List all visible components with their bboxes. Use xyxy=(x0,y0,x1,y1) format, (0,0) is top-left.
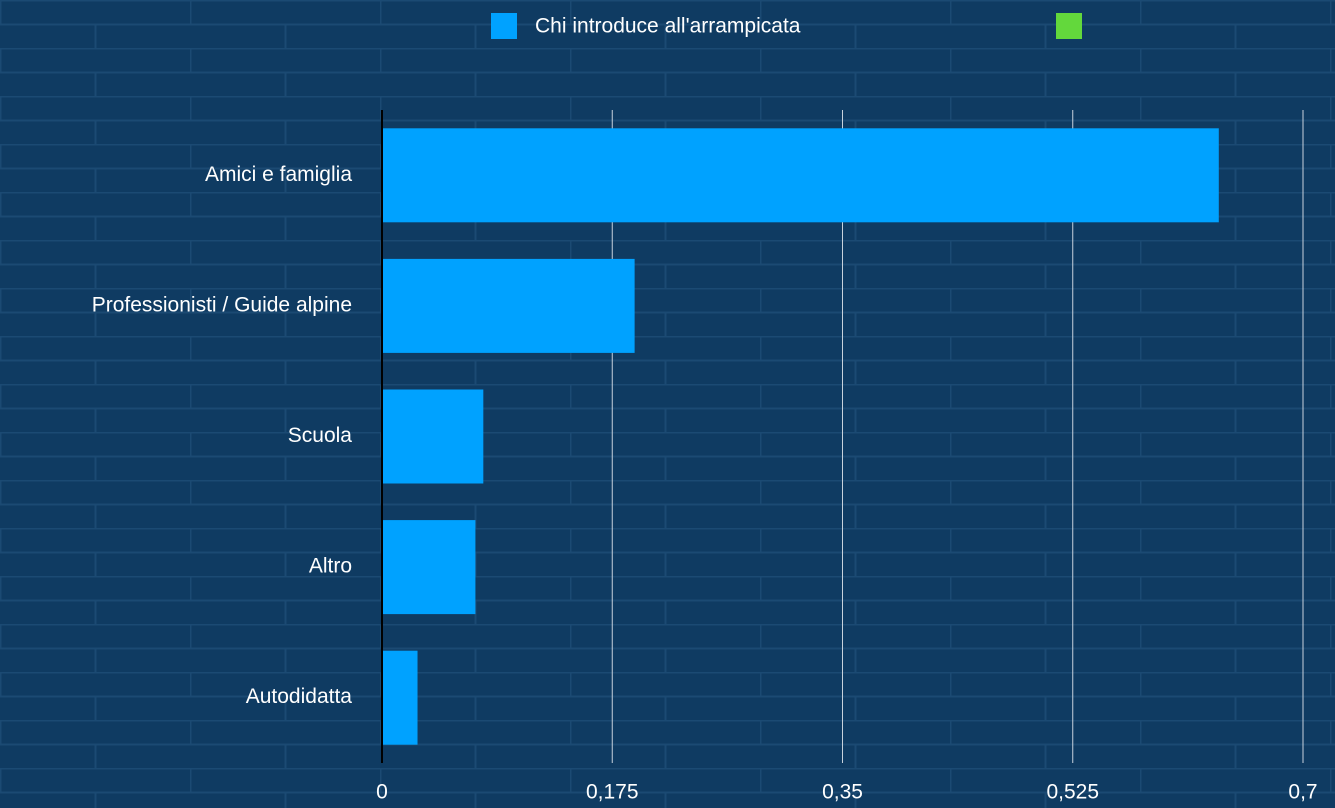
legend-label: Chi introduce all'arrampicata xyxy=(535,15,801,38)
x-tick-label: 0 xyxy=(376,781,388,804)
legend-swatch xyxy=(1056,13,1082,39)
x-tick-label: 0,7 xyxy=(1288,781,1317,804)
bar xyxy=(382,520,476,615)
legend-swatch xyxy=(491,13,517,39)
y-tick-label: Autodidatta xyxy=(246,685,353,708)
y-tick-label: Altro xyxy=(309,555,352,578)
bar xyxy=(382,128,1219,223)
x-tick-label: 0,35 xyxy=(822,781,863,804)
bar xyxy=(382,389,484,484)
bar xyxy=(382,650,418,745)
y-tick-label: Scuola xyxy=(288,424,353,447)
x-tick-label: 0,175 xyxy=(586,781,639,804)
y-tick-label: Amici e famiglia xyxy=(205,163,352,186)
x-tick-label: 0,525 xyxy=(1046,781,1099,804)
y-tick-label: Professionisti / Guide alpine xyxy=(92,293,352,316)
bar xyxy=(382,258,635,353)
